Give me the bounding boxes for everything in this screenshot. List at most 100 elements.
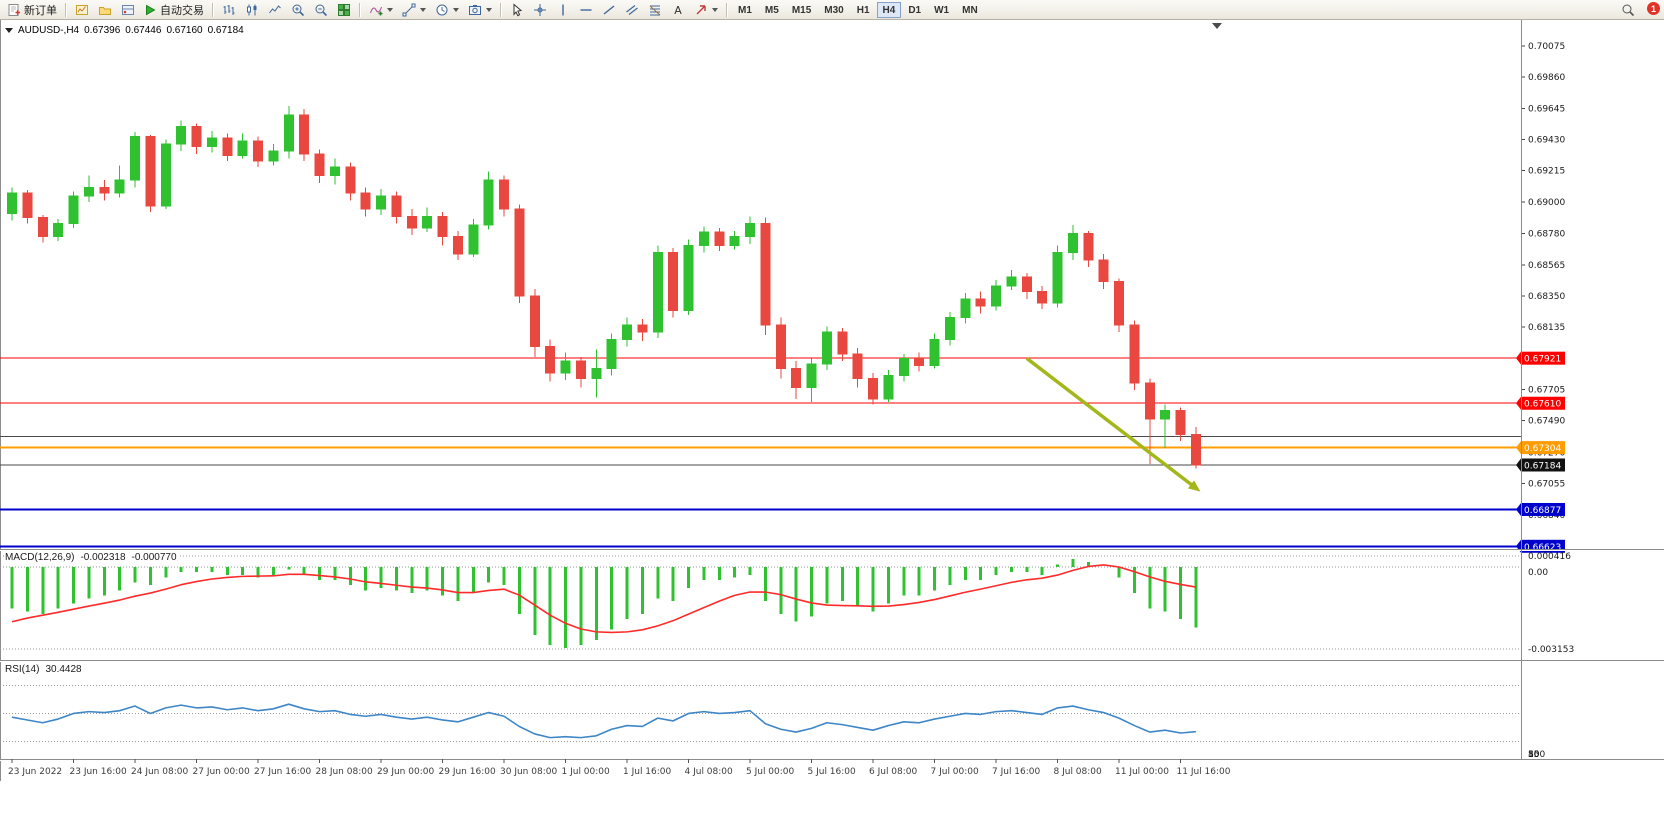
- candle: [883, 369, 894, 402]
- candle: [483, 171, 494, 230]
- candle: [898, 353, 909, 382]
- objects-button[interactable]: [398, 1, 430, 19]
- notification-badge[interactable]: 1: [1647, 2, 1660, 15]
- equidistant-channel-button[interactable]: [621, 1, 643, 19]
- candle: [1175, 407, 1186, 441]
- arrows-button[interactable]: [690, 1, 722, 19]
- candle: [176, 120, 187, 152]
- y-axis-label: 0.68780: [1528, 230, 1565, 240]
- svg-text:A: A: [674, 4, 682, 17]
- new-order-button[interactable]: 新订单: [3, 1, 61, 19]
- bar-chart-button[interactable]: [218, 1, 240, 19]
- price-badge-label: 0.67921: [1524, 355, 1561, 365]
- macd-scale-zero: 0.00: [1528, 568, 1548, 578]
- price-badge: [1516, 351, 1565, 365]
- candle: [683, 239, 694, 315]
- candle: [422, 207, 433, 233]
- autotrading-button[interactable]: 自动交易: [139, 1, 208, 19]
- candle: [283, 106, 294, 159]
- periods-button[interactable]: [431, 1, 463, 19]
- candlestick-chart-button[interactable]: [241, 1, 263, 19]
- candle: [1098, 253, 1109, 289]
- trendline-button[interactable]: [598, 1, 620, 19]
- rsi-line: [11, 703, 1196, 739]
- candle: [960, 293, 971, 324]
- y-axis-label: 0.69000: [1528, 198, 1565, 208]
- candle: [837, 327, 848, 362]
- x-axis-label: 5 Jul 00:00: [746, 767, 795, 777]
- zoom-in-icon: [291, 3, 305, 17]
- snapshot-icon: [468, 3, 482, 17]
- horizontal-line-icon: [579, 3, 593, 17]
- toolbar-separator: [726, 2, 728, 17]
- text-button[interactable]: A: [667, 1, 689, 19]
- candle: [145, 135, 156, 212]
- candle: [714, 227, 725, 252]
- autotrading-label: 自动交易: [160, 4, 204, 17]
- horizontal-line-button[interactable]: [575, 1, 597, 19]
- timeframe-h1-button[interactable]: H1: [851, 2, 876, 18]
- candle: [329, 158, 340, 185]
- candlestick-chart-icon: [245, 3, 259, 17]
- x-axis-label: 11 Jul 16:00: [1177, 767, 1231, 777]
- dropdown-caret-icon[interactable]: [453, 7, 459, 12]
- candle: [452, 230, 463, 260]
- candle: [253, 136, 263, 168]
- timeframe-group: M1 M5 M15 M30 H1 H4 D1 W1 MN: [732, 1, 984, 18]
- timeframe-d1-button[interactable]: D1: [902, 2, 927, 18]
- indicators-button[interactable]: [365, 1, 397, 19]
- chart-shift-marker-icon[interactable]: [1212, 23, 1222, 29]
- x-axis-label: 8 Jul 08:00: [1054, 767, 1103, 777]
- vertical-line-button[interactable]: [552, 1, 574, 19]
- timeframe-h4-button[interactable]: H4: [876, 1, 902, 18]
- candle: [268, 143, 279, 166]
- dropdown-caret-icon[interactable]: [486, 7, 492, 12]
- indicators-icon: [369, 3, 383, 17]
- candle: [652, 245, 663, 339]
- x-axis-label: 11 Jul 00:00: [1115, 767, 1169, 777]
- dropdown-caret-icon[interactable]: [712, 7, 718, 12]
- candle: [1129, 320, 1140, 391]
- x-axis-label: 6 Jul 08:00: [869, 767, 918, 777]
- candle: [376, 188, 386, 215]
- macd-scale-lower: -0.003153: [1528, 645, 1574, 655]
- terminal-button[interactable]: [117, 1, 139, 19]
- fibonacci-button[interactable]: [644, 1, 666, 19]
- timeframe-m30-button[interactable]: M30: [818, 2, 849, 18]
- price-badge-label: 0.67184: [1524, 461, 1561, 471]
- snapshot-button[interactable]: [464, 1, 496, 19]
- toolbar-separator: [500, 2, 502, 17]
- x-axis-label: 28 Jun 08:00: [316, 767, 373, 777]
- candle: [499, 175, 509, 217]
- macd-signal-line: [11, 564, 1197, 634]
- candle: [1052, 245, 1063, 308]
- trendline-icon: [602, 3, 616, 17]
- tile-windows-button[interactable]: [333, 1, 355, 19]
- crosshair-button[interactable]: [529, 1, 551, 19]
- candle: [668, 248, 679, 318]
- charts-button[interactable]: [71, 1, 93, 19]
- candle: [437, 211, 448, 246]
- timeframe-mn-button[interactable]: MN: [956, 2, 984, 18]
- tools-group: [365, 1, 496, 19]
- dropdown-caret-icon[interactable]: [420, 7, 426, 12]
- timeframe-w1-button[interactable]: W1: [928, 2, 955, 18]
- timeframe-m15-button[interactable]: M15: [786, 2, 817, 18]
- y-axis-label: 0.67055: [1528, 480, 1565, 490]
- cursor-button[interactable]: [506, 1, 528, 19]
- candle: [975, 291, 986, 314]
- dropdown-caret-icon[interactable]: [387, 7, 393, 12]
- drawing-tools-group: A: [506, 1, 722, 19]
- trend-arrow[interactable]: [1025, 356, 1196, 489]
- zoom-in-button[interactable]: [287, 1, 309, 19]
- timeframe-m1-button[interactable]: M1: [732, 2, 758, 18]
- candle: [1144, 378, 1155, 465]
- timeframe-m5-button[interactable]: M5: [759, 2, 785, 18]
- profiles-button[interactable]: [94, 1, 116, 19]
- line-chart-button[interactable]: [264, 1, 286, 19]
- search-button[interactable]: [1617, 1, 1639, 19]
- zoom-out-button[interactable]: [310, 1, 332, 19]
- candle: [806, 358, 817, 402]
- candle: [1067, 224, 1078, 260]
